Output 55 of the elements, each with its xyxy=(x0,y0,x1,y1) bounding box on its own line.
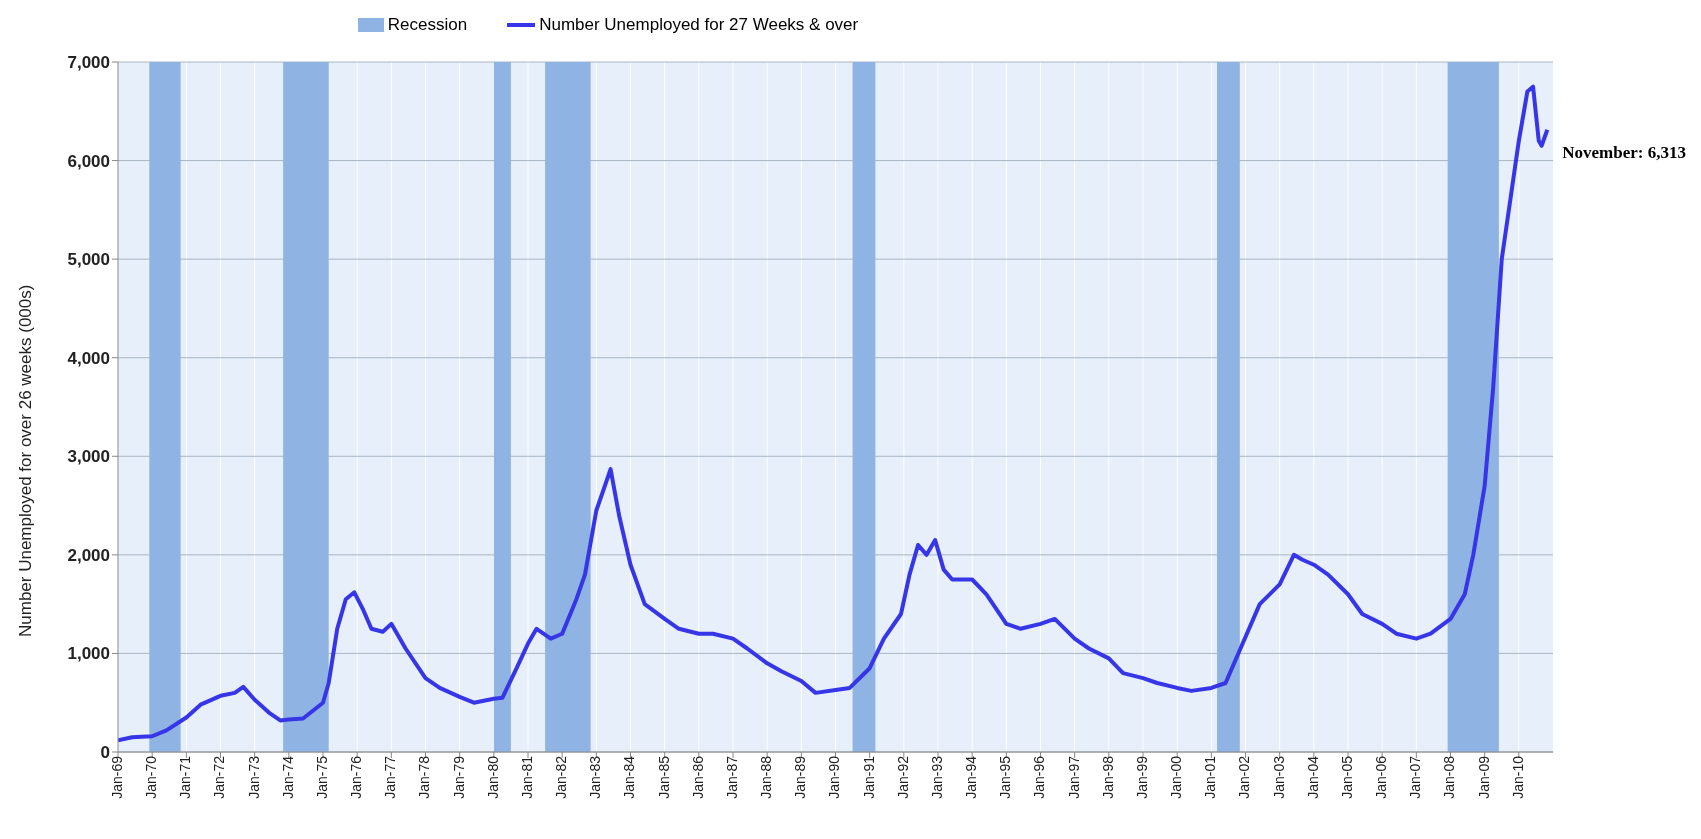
x-tick-label: Jan-05 xyxy=(1338,755,1355,799)
legend-label: Recession xyxy=(387,15,468,35)
x-tick-label: Jan-91 xyxy=(860,755,877,799)
x-tick-label: Jan-93 xyxy=(928,755,945,799)
x-tick-label: Jan-10 xyxy=(1509,755,1526,799)
x-tick-label: Jan-76 xyxy=(348,755,365,799)
x-tick-label: Jan-06 xyxy=(1373,755,1390,799)
x-tick-label: Jan-04 xyxy=(1304,755,1321,799)
x-tick-label: Jan-86 xyxy=(689,755,706,799)
x-tick-label: Jan-99 xyxy=(1133,755,1150,799)
x-tick-label: Jan-78 xyxy=(416,755,433,799)
x-tick-label: Jan-02 xyxy=(1236,755,1253,799)
x-tick-label: Jan-96 xyxy=(1031,755,1048,799)
x-tick-label: Jan-87 xyxy=(723,755,740,799)
x-tick-label: Jan-79 xyxy=(450,755,467,799)
x-tick-label: Jan-98 xyxy=(1099,755,1116,799)
x-tick-label: Jan-77 xyxy=(382,755,399,799)
x-tick-label: Jan-92 xyxy=(894,755,911,799)
x-tick-label: Jan-70 xyxy=(143,755,160,799)
y-tick-label: 4,000 xyxy=(67,348,110,368)
x-tick-label: Jan-80 xyxy=(484,755,501,799)
y-tick-label: 6,000 xyxy=(67,151,110,171)
y-tick-label: 1,000 xyxy=(67,644,110,664)
x-tick-label: Jan-71 xyxy=(177,755,194,799)
y-tick-label: 2,000 xyxy=(67,545,110,565)
x-tick-label: Jan-73 xyxy=(245,755,262,799)
x-tick-label: Jan-75 xyxy=(313,755,330,799)
x-tick-label: Jan-03 xyxy=(1270,755,1287,799)
legend-label: Number Unemployed for 27 Weeks & over xyxy=(539,15,859,35)
x-tick-label: Jan-89 xyxy=(792,755,809,799)
x-tick-label: Jan-97 xyxy=(1065,755,1082,799)
x-tick-label: Jan-82 xyxy=(553,755,570,799)
y-tick-label: 5,000 xyxy=(67,250,110,270)
y-axis-title: Number Unemployed for over 26 weeks (000s) xyxy=(16,284,36,637)
y-tick-label: 3,000 xyxy=(67,447,110,467)
x-tick-label: Jan-85 xyxy=(655,755,672,799)
y-tick-label: 7,000 xyxy=(67,53,110,73)
x-tick-label: Jan-95 xyxy=(997,755,1014,799)
x-tick-label: Jan-07 xyxy=(1407,755,1424,799)
x-tick-label: Jan-08 xyxy=(1441,755,1458,799)
x-tick-label: Jan-81 xyxy=(518,755,535,799)
x-tick-label: Jan-72 xyxy=(211,755,228,799)
x-tick-label: Jan-83 xyxy=(587,755,604,799)
x-tick-label: Jan-94 xyxy=(963,755,980,799)
x-tick-label: Jan-90 xyxy=(826,755,843,799)
x-tick-label: Jan-00 xyxy=(1168,755,1185,799)
x-tick-label: Jan-09 xyxy=(1475,755,1492,799)
line-series xyxy=(118,84,1550,743)
y-tick-label: 0 xyxy=(100,743,110,763)
x-tick-label: Jan-01 xyxy=(1202,755,1219,799)
x-tick-label: Jan-88 xyxy=(758,755,775,799)
x-tick-label: Jan-74 xyxy=(279,755,296,799)
annotation: November: 6,313 xyxy=(1562,142,1687,162)
x-tick-label: Jan-84 xyxy=(621,755,638,799)
x-tick-label: Jan-69 xyxy=(108,755,125,799)
